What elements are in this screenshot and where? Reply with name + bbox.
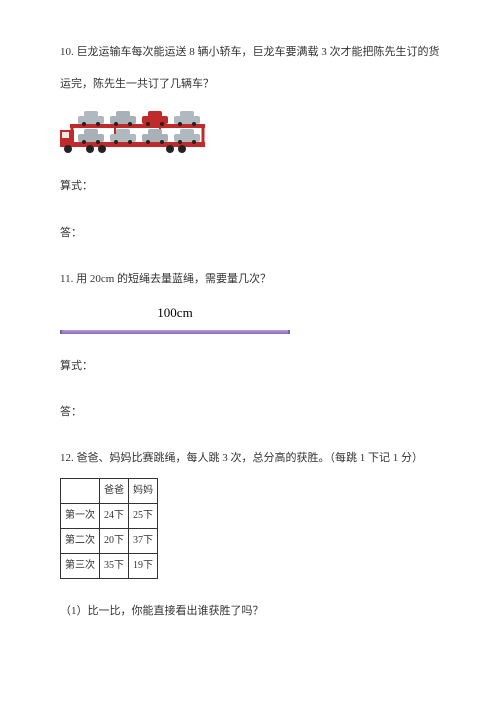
table-rowlabel: 第一次 — [61, 504, 100, 529]
problem-10-line2: 运完，陈先生一共订了几辆车？ — [60, 72, 440, 96]
rope-length-label: 100cm — [60, 299, 290, 328]
rope-line — [60, 330, 290, 334]
table-cell-empty — [61, 479, 100, 504]
table-row: 第一次 24下 25下 — [61, 504, 158, 529]
table-col-dad: 爸爸 — [100, 479, 129, 504]
table-cell: 24下 — [100, 504, 129, 529]
table-cell: 25下 — [129, 504, 158, 529]
truck-illustration — [60, 104, 210, 154]
table-rowlabel: 第三次 — [61, 554, 100, 579]
wheel-icon — [64, 145, 72, 153]
table-rowlabel: 第二次 — [61, 529, 100, 554]
table-header-row: 爸爸 妈妈 — [61, 479, 158, 504]
table-row: 第三次 35下 19下 — [61, 554, 158, 579]
table-cell: 37下 — [129, 529, 158, 554]
problem-12-sub1: （1）比一比，你能直接看出谁获胜了吗？ — [60, 599, 440, 623]
problem-12-text: 12. 爸爸、妈妈比赛跳绳，每人跳 3 次，总分高的获胜。（每跳 1 下记 1 … — [60, 446, 440, 470]
trailer-upper — [70, 124, 205, 128]
equation-label-11: 算式： — [60, 354, 440, 378]
rope-illustration: 100cm — [60, 299, 290, 334]
answer-label: 答： — [60, 221, 440, 245]
table-cell: 20下 — [100, 529, 129, 554]
table-row: 第二次 20下 37下 — [61, 529, 158, 554]
answer-label-11: 答： — [60, 400, 440, 424]
table-cell: 35下 — [100, 554, 129, 579]
table-col-mom: 妈妈 — [129, 479, 158, 504]
car-icon — [78, 111, 104, 126]
equation-label: 算式： — [60, 174, 440, 198]
table-cell: 19下 — [129, 554, 158, 579]
problem-10-line1: 10. 巨龙运输车每次能运送 8 辆小轿车，巨龙车要满载 3 次才能把陈先生订的… — [60, 40, 440, 64]
problem-11-text: 11. 用 20cm 的短绳去量蓝绳，需要量几次？ — [60, 267, 440, 291]
page-content: 10. 巨龙运输车每次能运送 8 辆小轿车，巨龙车要满载 3 次才能把陈先生订的… — [0, 0, 500, 671]
score-table: 爸爸 妈妈 第一次 24下 25下 第二次 20下 37下 第三次 35下 19… — [60, 478, 158, 579]
